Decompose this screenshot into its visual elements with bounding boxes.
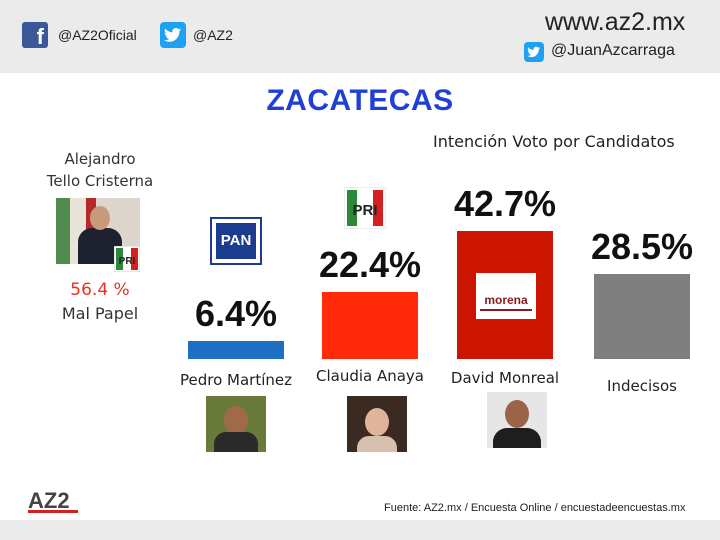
- pri-logo-small: PRI: [114, 246, 140, 272]
- david-monreal-photo: [487, 392, 547, 448]
- bar-claudia-anaya: [322, 291, 418, 359]
- category-label-2: David Monreal: [450, 369, 560, 387]
- bar-pedro-martínez: [188, 341, 284, 359]
- personal-twitter-handle[interactable]: @JuanAzcarraga: [551, 42, 675, 59]
- pan-logo: PAN: [210, 217, 262, 265]
- svg-text:PRI: PRI: [119, 256, 136, 267]
- chart-title: ZACATECAS: [266, 84, 454, 117]
- morena-logo-text: morena: [484, 293, 528, 307]
- twitter-handle[interactable]: @AZ2: [193, 27, 233, 43]
- az2-logo-text: AZ2: [28, 488, 70, 513]
- category-label-0: Pedro Martínez: [179, 371, 292, 389]
- pri-logo-text: PRI: [352, 202, 377, 219]
- pedro-martinez-photo: [206, 396, 266, 452]
- claudia-anaya-photo: [347, 396, 407, 452]
- az2-logo: AZ2: [28, 488, 78, 513]
- value-label-1: 22.4%: [318, 243, 422, 285]
- value-label-0: 6.4%: [194, 293, 278, 334]
- excluded-candidate-last-name: Tello Cristerna: [46, 172, 154, 190]
- excluded-candidate-first-name: Alejandro: [64, 150, 136, 168]
- twitter-icon-small[interactable]: [524, 42, 544, 62]
- excluded-candidate-label: Mal Papel: [61, 304, 139, 323]
- source-note: Fuente: AZ2.mx / Encuesta Online / encue…: [384, 502, 686, 514]
- value-label-3: 28.5%: [590, 225, 694, 267]
- value-label-2: 42.7%: [453, 182, 557, 224]
- header-bar: [0, 0, 720, 73]
- morena-logo: morena: [476, 273, 536, 319]
- excluded-candidate-percent: 56.4 %: [70, 280, 130, 300]
- website-link[interactable]: www.az2.mx: [545, 8, 686, 36]
- bar-indecisos: [594, 273, 690, 359]
- category-label-1: Claudia Anaya: [315, 367, 425, 385]
- pri-logo: PRI: [344, 187, 386, 229]
- chart-subtitle: Intención Voto por Candidatos: [433, 132, 675, 151]
- facebook-icon[interactable]: f: [22, 22, 48, 49]
- twitter-icon[interactable]: [160, 22, 186, 48]
- pan-logo-text: PAN: [216, 223, 256, 259]
- facebook-handle[interactable]: @AZ2Oficial: [58, 27, 137, 43]
- footer-bar: [0, 520, 720, 540]
- category-label-3: Indecisos: [607, 377, 677, 395]
